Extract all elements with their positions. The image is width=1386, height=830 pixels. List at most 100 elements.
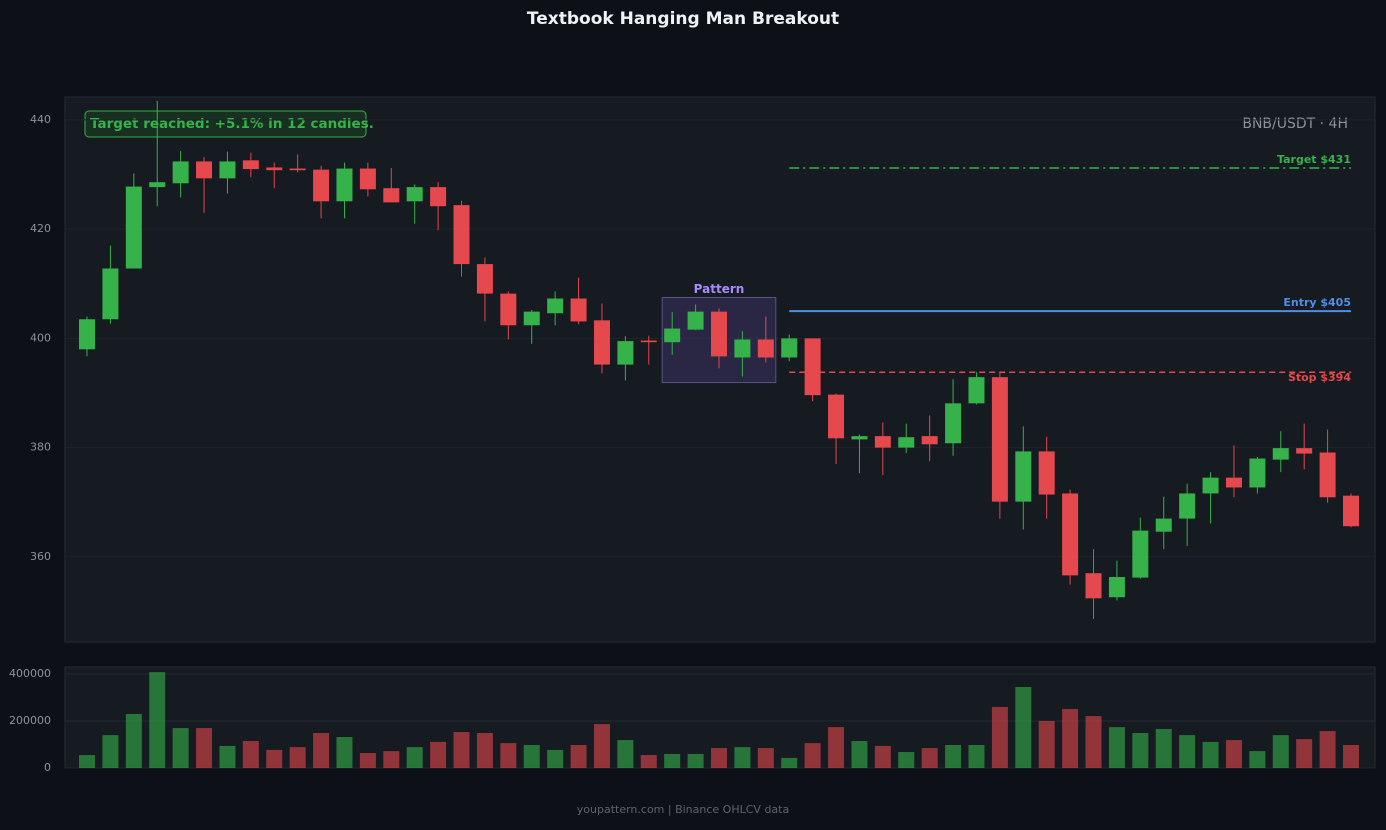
volume-bar [453, 732, 470, 768]
chart-title: Textbook Hanging Man Breakout [527, 9, 839, 29]
candle-body [523, 311, 540, 326]
volume-bar [734, 747, 751, 768]
candle-body [734, 339, 751, 358]
y-tick-label: 440 [30, 113, 51, 126]
candle-body [79, 319, 95, 350]
volume-bar [1132, 733, 1149, 768]
volume-bar [640, 755, 657, 768]
candle-body [430, 187, 447, 207]
volume-bar [406, 747, 423, 768]
candle-body [149, 182, 166, 188]
level-label: Stop $394 [1288, 371, 1351, 384]
volume-bar [757, 748, 774, 768]
volume-bar [266, 749, 283, 768]
volume-tick-label: 0 [44, 761, 51, 774]
volume-bar [874, 745, 891, 768]
volume-bar [1062, 709, 1079, 768]
source: youpattern.com | Binance OHLCV data [577, 803, 789, 816]
y-tick-label: 360 [30, 550, 51, 563]
candle-body [196, 161, 213, 179]
candle-body [945, 403, 962, 444]
volume-bar [687, 753, 704, 768]
y-tick-label: 400 [30, 331, 51, 344]
candle-body [406, 187, 423, 202]
volume-tick-label: 200000 [9, 714, 51, 727]
candle-body [1155, 518, 1172, 532]
candle-body [1108, 577, 1125, 598]
volume-bar [1085, 716, 1102, 768]
volume-bar [804, 743, 821, 768]
candle-body [1272, 448, 1289, 460]
candle-body [1179, 493, 1196, 519]
level-label: Entry $405 [1283, 296, 1351, 309]
candle-body [851, 436, 868, 440]
candle-body [125, 186, 142, 269]
candle-body [874, 436, 891, 448]
candle-body [1132, 530, 1149, 578]
candle-body [570, 298, 587, 322]
candle-body [1296, 448, 1313, 454]
volume-bar [828, 727, 845, 768]
candle-body [453, 205, 470, 265]
volume-bar [1015, 686, 1032, 768]
candle-body [1249, 458, 1266, 488]
volume-bar [125, 713, 142, 768]
volume-bar [1038, 721, 1055, 768]
volume-bar [219, 745, 236, 768]
candle-body [711, 311, 727, 357]
candle-body [804, 338, 821, 396]
candle-body [968, 377, 985, 404]
volume-bar [851, 740, 868, 768]
volume-bar [196, 728, 213, 768]
candle-body [921, 436, 938, 445]
volume-bar [102, 735, 119, 768]
volume-bar [1296, 739, 1313, 768]
level-label: Target $431 [1277, 153, 1351, 166]
candle-body [828, 394, 845, 439]
candle-body [991, 377, 1008, 502]
volume-bar [1225, 740, 1242, 768]
candle-body [266, 167, 283, 171]
candle-body [219, 161, 236, 179]
candle-body [1343, 495, 1359, 527]
candle-body [617, 341, 634, 365]
volume-tick-label: 400000 [9, 667, 51, 680]
candle-body [500, 293, 517, 326]
candle-body [1062, 493, 1079, 576]
candle-body [757, 339, 774, 358]
volume-bar [1343, 744, 1359, 768]
volume-bar [1272, 735, 1289, 768]
volume-bar [617, 740, 634, 768]
candle-body [781, 338, 798, 358]
candle-body [687, 311, 704, 330]
candle-body [1085, 573, 1102, 599]
volume-bar [242, 740, 259, 768]
candle-body [172, 161, 189, 184]
volume-bar [781, 757, 798, 768]
volume-bar [523, 744, 540, 768]
candle-body [1319, 452, 1336, 498]
candle-body [547, 298, 564, 314]
candle-body [898, 437, 915, 448]
volume-bar [921, 748, 938, 768]
candle-body [289, 168, 306, 171]
volume-bar [945, 744, 962, 768]
y-tick-label: 420 [30, 222, 51, 235]
candle-body [1038, 451, 1055, 495]
volume-bar [430, 741, 447, 768]
volume-bar [1249, 751, 1266, 768]
volume-bar [500, 743, 517, 768]
volume-bar [149, 672, 166, 768]
volume-bar [968, 744, 985, 768]
candle-body [1015, 451, 1032, 502]
volume-bar [1155, 729, 1172, 768]
volume-bar [593, 724, 610, 768]
y-tick-label: 380 [30, 441, 51, 454]
volume-bar [1202, 741, 1219, 768]
volume-bar [711, 748, 727, 768]
volume-bar [898, 752, 915, 768]
volume-bar [570, 744, 587, 768]
volume-bar [547, 749, 564, 768]
